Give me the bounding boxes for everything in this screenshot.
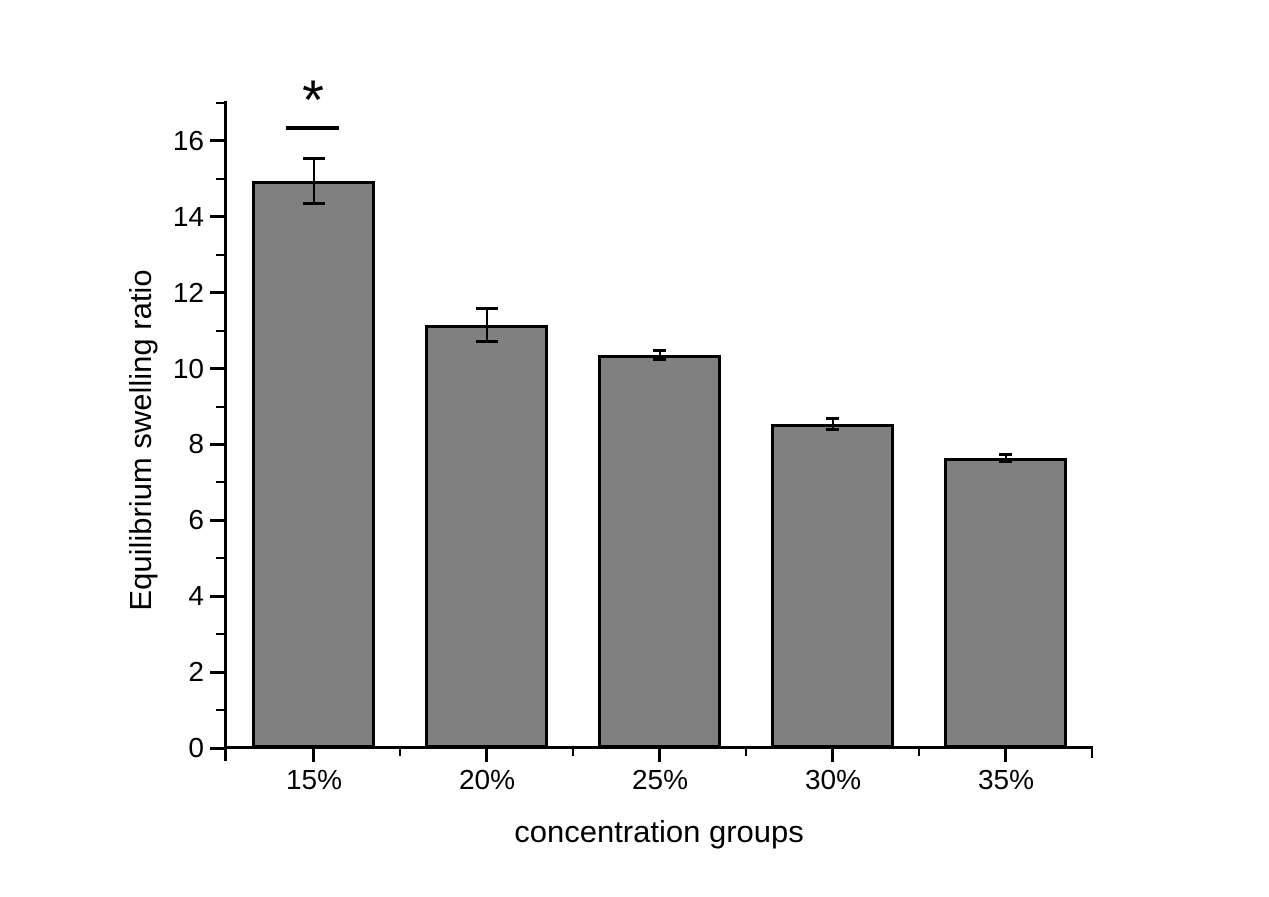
error-bar-cap-top xyxy=(999,453,1012,456)
x-axis-end-tick xyxy=(1091,749,1093,758)
y-minor-tick xyxy=(216,102,224,104)
y-major-tick xyxy=(210,367,224,370)
x-tick-label: 25% xyxy=(631,764,689,795)
y-major-tick xyxy=(210,519,224,522)
y-tick-label: 14 xyxy=(172,201,204,232)
y-tick-label: 2 xyxy=(188,656,204,687)
y-minor-tick xyxy=(216,178,224,180)
error-bar-cap-bottom xyxy=(826,428,839,431)
y-minor-tick xyxy=(216,709,224,711)
bar-25% xyxy=(598,355,721,748)
y-major-tick xyxy=(210,671,224,674)
error-bar-line xyxy=(313,158,315,204)
x-major-tick xyxy=(658,749,661,762)
x-axis-title: concentration groups xyxy=(514,814,804,849)
y-major-tick xyxy=(210,443,224,446)
y-tick-label: 10 xyxy=(172,353,204,384)
y-minor-tick xyxy=(216,481,224,483)
x-tick-label: 20% xyxy=(458,764,516,795)
error-bar-line xyxy=(832,418,834,430)
error-bar-cap-bottom xyxy=(999,460,1012,463)
x-minor-tick xyxy=(399,749,401,756)
x-major-tick xyxy=(485,749,488,762)
x-tick-label: 30% xyxy=(804,764,862,795)
y-minor-tick xyxy=(216,254,224,256)
error-bar-cap-top xyxy=(653,349,666,352)
y-tick-label: 8 xyxy=(188,428,204,459)
x-minor-tick xyxy=(572,749,574,756)
y-major-tick xyxy=(210,291,224,294)
y-major-tick xyxy=(210,215,224,218)
y-minor-tick xyxy=(216,557,224,559)
y-tick-label: 12 xyxy=(172,277,204,308)
error-bar-cap-bottom xyxy=(476,340,498,343)
y-tick-label: 4 xyxy=(188,580,204,611)
significance-line xyxy=(286,126,339,130)
error-bar-line xyxy=(659,350,661,360)
y-axis-title: Equilibrium swelling ratio xyxy=(123,269,158,611)
y-tick-label: 6 xyxy=(188,504,204,535)
error-bar-cap-bottom xyxy=(303,202,325,205)
y-tick-label: 16 xyxy=(172,125,204,156)
x-minor-tick xyxy=(918,749,920,756)
error-bar-line xyxy=(1005,454,1007,462)
y-major-tick xyxy=(210,595,224,598)
bar-35% xyxy=(944,458,1067,748)
x-major-tick xyxy=(1004,749,1007,762)
bar-20% xyxy=(425,325,548,748)
x-axis-origin-tick xyxy=(224,749,227,761)
significance-asterisk: * xyxy=(302,68,324,131)
error-bar-cap-top xyxy=(476,307,498,310)
bar-30% xyxy=(771,424,894,748)
x-major-tick xyxy=(831,749,834,762)
y-minor-tick xyxy=(216,330,224,332)
y-major-tick xyxy=(210,747,224,750)
y-major-tick xyxy=(210,139,224,142)
y-axis-line xyxy=(224,101,227,749)
y-minor-tick xyxy=(216,633,224,635)
x-tick-label: 15% xyxy=(285,764,343,795)
error-bar-cap-bottom xyxy=(653,358,666,361)
x-minor-tick xyxy=(745,749,747,756)
y-tick-label: 0 xyxy=(188,732,204,763)
bar-15% xyxy=(252,181,375,748)
error-bar-cap-top xyxy=(303,157,325,160)
error-bar-cap-top xyxy=(826,417,839,420)
x-major-tick xyxy=(312,749,315,762)
error-bar-line xyxy=(486,308,488,342)
y-minor-tick xyxy=(216,406,224,408)
x-tick-label: 35% xyxy=(977,764,1035,795)
